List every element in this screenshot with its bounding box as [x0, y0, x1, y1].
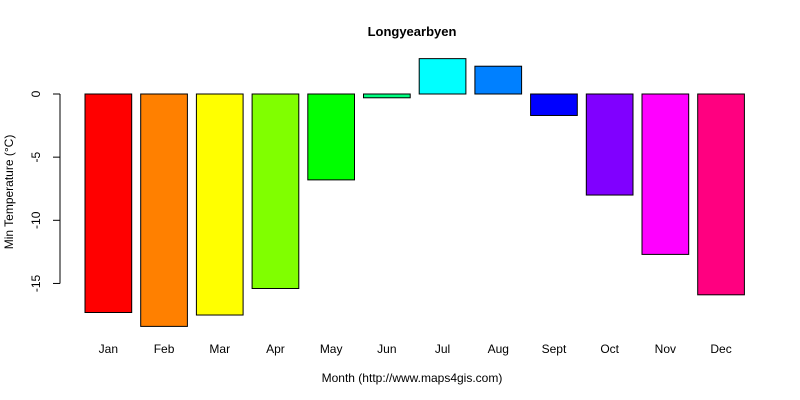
bars: [84, 58, 745, 327]
x-tick-label: Jan: [99, 342, 118, 356]
bar-feb: [140, 93, 188, 327]
x-axis-label: Month (http://www.maps4gis.com): [322, 371, 503, 385]
x-tick-label: Apr: [266, 342, 285, 356]
bar-dec: [697, 93, 745, 296]
y-axis: 0 -5 -10 -15: [29, 90, 61, 292]
bar-jan: [84, 93, 133, 313]
bar-aug: [474, 65, 523, 95]
x-tick-label: Sept: [542, 342, 567, 356]
bar-sept: [530, 93, 578, 116]
y-axis-label: Min Temperature (°C): [2, 135, 16, 250]
y-tick-label: -15: [29, 274, 43, 292]
x-tick-label: Oct: [600, 342, 619, 356]
bar-mar: [195, 93, 244, 316]
bar-oct: [585, 93, 634, 196]
x-tick-label: Feb: [154, 342, 175, 356]
x-tick-labels: Jan Feb Mar Apr May Jun Jul Aug Sept Oct Nov Dec: [99, 342, 732, 356]
y-tick-label: 0: [29, 90, 43, 97]
y-tick-label: -5: [29, 151, 43, 162]
bar-may: [307, 93, 355, 181]
chart-title: Longyearbyen: [368, 24, 457, 39]
y-tick-label: -10: [29, 211, 43, 229]
bar-nov: [641, 93, 690, 255]
x-tick-label: Dec: [710, 342, 731, 356]
x-tick-label: Mar: [209, 342, 230, 356]
bar-jun: [363, 93, 411, 99]
x-tick-label: Jul: [435, 342, 450, 356]
x-tick-label: Aug: [488, 342, 509, 356]
x-tick-label: May: [320, 342, 343, 356]
x-tick-label: Jun: [377, 342, 396, 356]
x-tick-label: Nov: [655, 342, 676, 356]
bar-apr: [251, 93, 300, 290]
bar-jul: [418, 58, 467, 95]
